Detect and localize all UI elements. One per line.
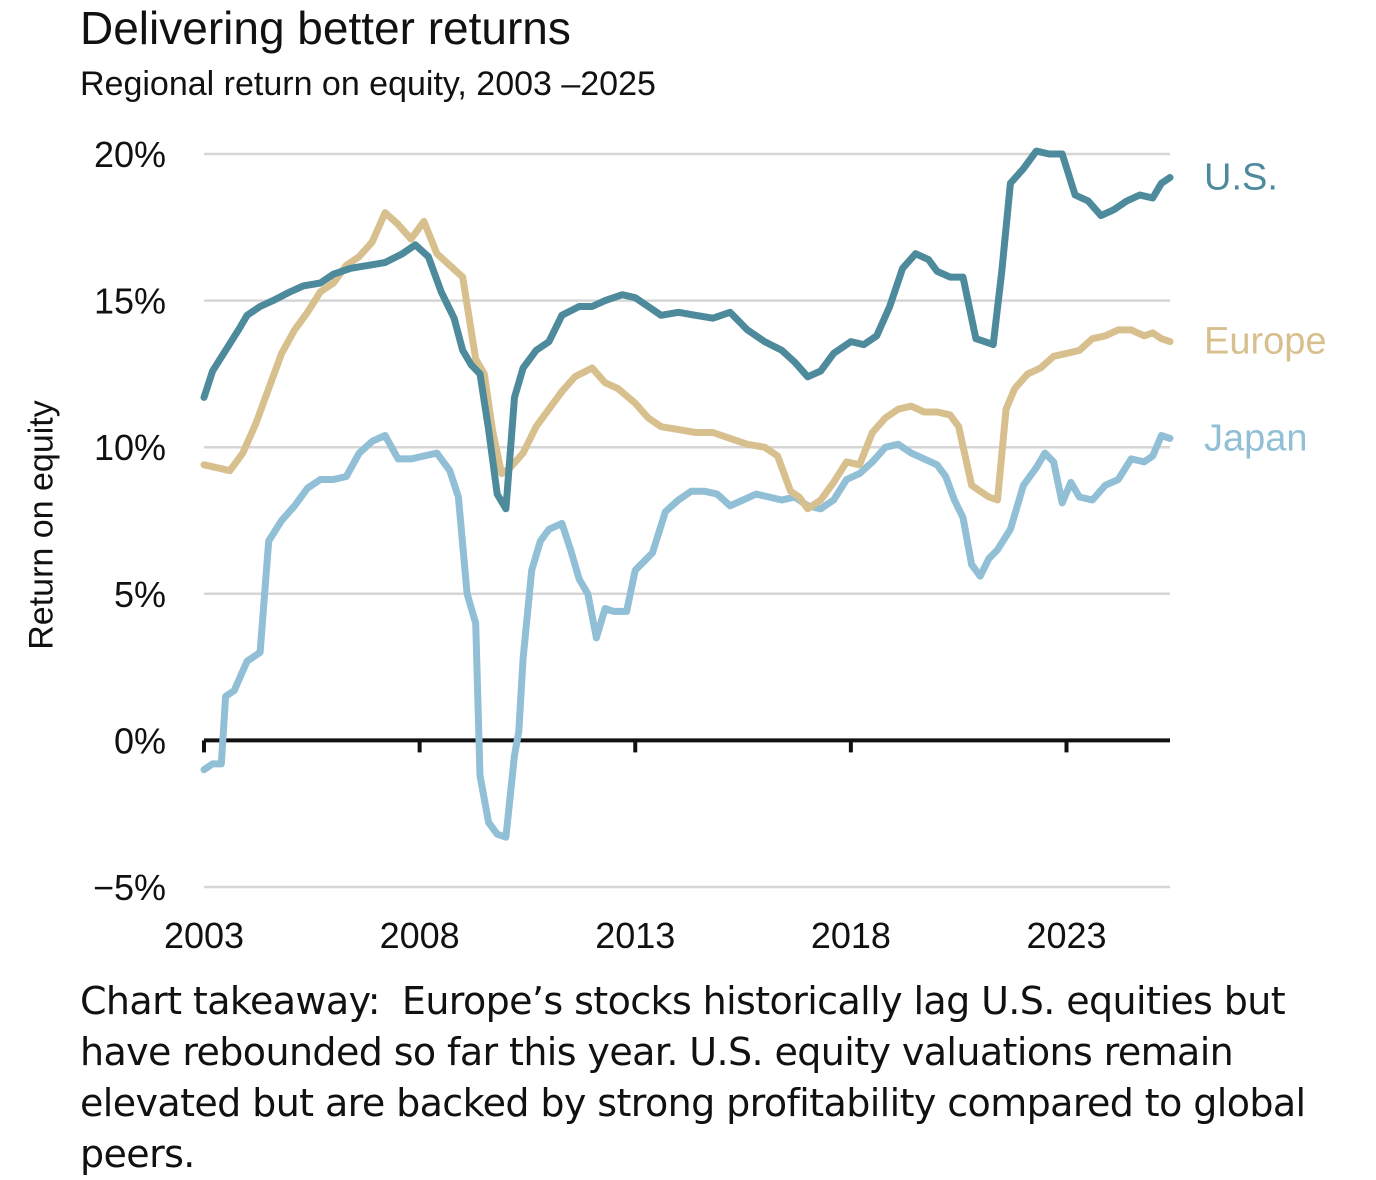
series-label-us: U.S.: [1204, 156, 1278, 198]
x-tick-label: 2008: [380, 915, 460, 956]
y-tick-label: 20%: [94, 134, 166, 175]
y-tick-label: −5%: [93, 867, 166, 908]
x-tick-label: 2013: [595, 915, 675, 956]
series-lines: [200, 147, 1174, 841]
series-labels: U.S. Europe Japan: [1204, 156, 1327, 459]
series-line-us: [200, 147, 1174, 513]
y-tick-label: 0%: [114, 720, 166, 761]
series-label-japan: Japan: [1204, 417, 1308, 459]
series-line-europe: [200, 209, 1174, 513]
y-tick-labels: −5% 0% 5% 10% 15% 20%: [93, 134, 166, 908]
chart-title: Delivering better returns: [80, 2, 571, 54]
x-tick-label: 2018: [811, 915, 891, 956]
y-tick-label: 10%: [94, 427, 166, 468]
takeaway-text: Europe’s stocks historically lag U.S. eq…: [80, 979, 1306, 1176]
y-tick-label: 5%: [114, 574, 166, 615]
grid-lines: [204, 152, 1170, 889]
chart-takeaway: Chart takeaway: Europe’s stocks historica…: [80, 976, 1370, 1180]
y-tick-label: 15%: [94, 281, 166, 322]
x-tick-label: 2003: [164, 915, 244, 956]
series-line-japan: [200, 432, 1174, 841]
x-axis: 2003 2008 2013 2018 2023: [164, 738, 1170, 956]
takeaway-lead: Chart takeaway:: [80, 979, 381, 1023]
chart-subtitle: Regional return on equity, 2003 –2025: [80, 65, 656, 103]
line-chart: −5% 0% 5% 10% 15% 20% 2003 2008 2013 2018 2023 U.…: [93, 134, 1327, 956]
series-label-europe: Europe: [1204, 321, 1327, 363]
x-tick-label: 2023: [1026, 915, 1106, 956]
